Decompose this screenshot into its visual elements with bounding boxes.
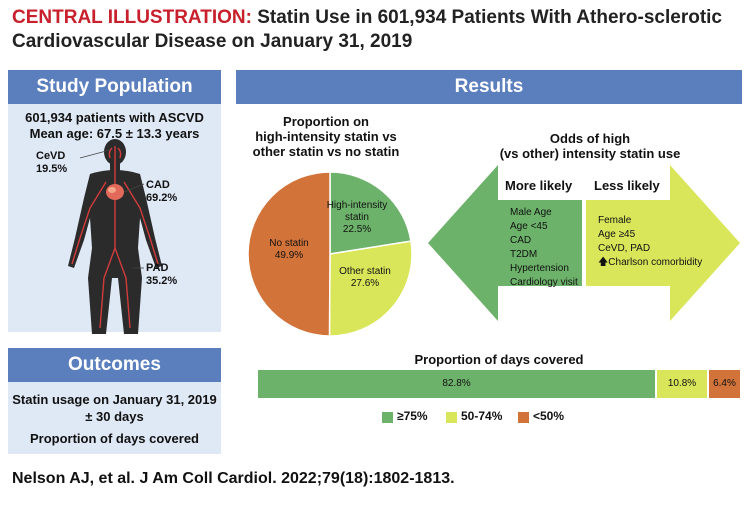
odds-arrows bbox=[428, 165, 740, 321]
legend-label-75: ≥75% bbox=[397, 409, 428, 423]
pie-slice-high-intensity bbox=[329, 171, 412, 255]
more-likely-item: Age <45 bbox=[510, 221, 548, 232]
pie-title-line-3: other statin vs no statin bbox=[252, 144, 400, 159]
pdc-segment-50-74: 10.8% bbox=[657, 370, 707, 398]
body-leader-lines bbox=[79, 149, 145, 269]
more-likely-arrow bbox=[428, 165, 582, 321]
odds-title-line-2: (vs other) intensity statin use bbox=[499, 146, 681, 161]
less-likely-list: Female Age ≥45 CeVD, PAD 🡅Charlson comor… bbox=[598, 214, 702, 270]
results-heading: Results bbox=[236, 70, 742, 104]
human-body-icon bbox=[68, 139, 162, 334]
cad-label: CAD 69.2% bbox=[146, 179, 178, 204]
study-population-count: 601,934 patients with ASCVD bbox=[25, 110, 204, 125]
legend-swatch-lime bbox=[446, 412, 457, 423]
more-likely-item: Male Age bbox=[510, 207, 552, 218]
pie-label-other-statin: Other statin 27.6% bbox=[339, 266, 391, 289]
pdc-title: Proportion of days covered bbox=[414, 352, 584, 367]
less-likely-item: 🡅Charlson comorbidity bbox=[598, 257, 703, 268]
illustration-title: CENTRAL ILLUSTRATION: Statin Use in 601,… bbox=[12, 6, 742, 54]
pdc-stacked-bar: 82.8% 10.8% 6.4% bbox=[258, 370, 740, 398]
pie-label-high-intensity: High-intensity statin 22.5% bbox=[326, 200, 388, 235]
cevd-label: CeVD 19.5% bbox=[36, 150, 68, 175]
header: CENTRAL ILLUSTRATION: Statin Use in 601,… bbox=[0, 0, 750, 60]
study-population-heading: Study Population bbox=[8, 70, 221, 104]
illustration-title-text: Statin Use in 601,934 Patients With Athe… bbox=[12, 7, 722, 52]
outcomes-line-1: Statin usage on January 31, 2019 bbox=[12, 392, 217, 407]
less-likely-item: Female bbox=[598, 215, 632, 226]
up-arrow-icon: 🡅 bbox=[598, 257, 609, 268]
more-likely-item: CAD bbox=[510, 235, 532, 246]
more-likely-item: Cardiology visit bbox=[510, 277, 578, 288]
pie-title-line-2: high-intensity statin vs bbox=[255, 129, 397, 144]
less-likely-item: CeVD, PAD bbox=[598, 243, 651, 254]
less-likely-item: Age ≥45 bbox=[598, 229, 636, 240]
legend-swatch-orange bbox=[518, 412, 529, 423]
legend-label-50-74: 50-74% bbox=[461, 409, 503, 423]
citation: Nelson AJ, et al. J Am Coll Cardiol. 202… bbox=[12, 470, 455, 487]
outcomes-line-2: ± 30 days bbox=[85, 409, 144, 424]
pie-label-no-statin: No statin 49.9% bbox=[269, 238, 309, 261]
statin-pie-chart bbox=[247, 171, 413, 337]
pdc-segment-below-50: 6.4% bbox=[709, 370, 740, 398]
pie-slice-other-statin bbox=[328, 240, 413, 337]
less-likely-label: Less likely bbox=[594, 178, 660, 193]
outcomes-line-3: Proportion of days covered bbox=[29, 431, 200, 446]
pad-label: PAD 35.2% bbox=[146, 262, 178, 287]
study-population-age: Mean age: 67.5 ± 13.3 years bbox=[29, 126, 200, 141]
legend-swatch-green bbox=[382, 412, 393, 423]
less-likely-arrow bbox=[586, 165, 740, 321]
legend-label-below-50: <50% bbox=[533, 409, 565, 423]
pdc-segment-75: 82.8% bbox=[258, 370, 655, 398]
more-likely-list: Male Age Age <45 CAD T2DM Hypertension C… bbox=[510, 206, 578, 290]
illustration-title-lead: CENTRAL ILLUSTRATION: bbox=[12, 7, 252, 28]
pie-title-line-1: Proportion on bbox=[283, 114, 369, 129]
outcomes-heading: Outcomes bbox=[8, 348, 221, 382]
more-likely-item: T2DM bbox=[510, 249, 538, 260]
odds-title-line-1: Odds of high bbox=[549, 131, 631, 146]
pie-slice-no-statin bbox=[247, 171, 331, 337]
more-likely-item: Hypertension bbox=[510, 263, 569, 274]
more-likely-label: More likely bbox=[505, 178, 573, 193]
